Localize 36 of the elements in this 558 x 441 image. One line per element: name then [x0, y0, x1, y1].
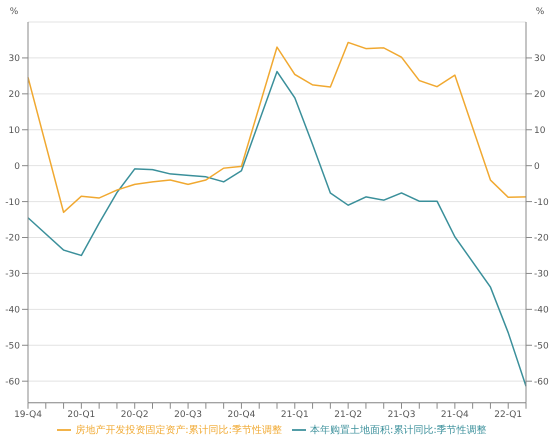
x-tick-label: 22-Q1 [494, 410, 522, 420]
y-tick-label: -40 [5, 306, 20, 316]
x-tick-label: 21-Q2 [334, 410, 362, 420]
y2-tick-label: 30 [534, 54, 546, 64]
y2-tick-label: -40 [534, 306, 549, 316]
x-tick-label: 20-Q2 [120, 410, 149, 420]
x-tick-label: 20-Q1 [67, 410, 96, 420]
x-tick-label: 21-Q3 [388, 410, 416, 420]
y-tick-label: -30 [5, 270, 20, 280]
y2-tick-label: 0 [534, 162, 540, 172]
y2-tick-label: 10 [534, 126, 546, 136]
y-tick-label: 30 [8, 54, 20, 64]
y-tick-label: -20 [5, 234, 20, 244]
y-axis-title: % [10, 7, 19, 17]
y2-axis-title: % [536, 7, 545, 17]
y-tick-label: -10 [5, 198, 20, 208]
y-tick-label: 20 [8, 90, 20, 100]
line-series [27, 70, 527, 387]
y2-tick-label: -50 [534, 341, 549, 352]
x-tick-label: 20-Q3 [174, 410, 202, 420]
y-tick-label: -50 [5, 341, 20, 352]
legend-label: 本年购置土地面积:累计同比:季节性调整 [310, 424, 487, 436]
y2-tick-label: 20 [534, 90, 546, 100]
y2-tick-label: -20 [534, 234, 549, 244]
legend-label: 房地产开发投资固定资产:累计同比:季节性调整 [75, 424, 282, 436]
y-tick-label: 10 [8, 126, 20, 136]
y2-tick-label: -60 [534, 377, 549, 388]
y-tick-label: -60 [5, 377, 20, 388]
y2-tick-label: -30 [534, 270, 549, 280]
y-tick-label: 0 [14, 162, 20, 172]
x-tick-label: 21-Q1 [280, 410, 309, 420]
line-series [27, 42, 527, 214]
y2-tick-label: -10 [534, 198, 549, 208]
x-tick-label: 21-Q4 [440, 410, 470, 420]
x-tick-label: 19-Q4 [14, 410, 42, 420]
x-tick-label: 20-Q4 [228, 410, 256, 420]
